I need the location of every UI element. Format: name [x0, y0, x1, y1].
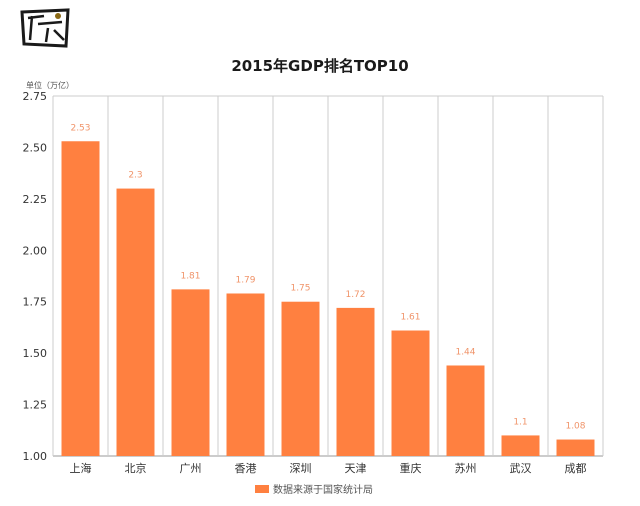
data-label: 1.08	[565, 422, 585, 432]
bar	[226, 293, 265, 456]
logo	[18, 6, 72, 50]
data-label: 2.3	[128, 171, 142, 181]
y-tick-label: 2.75	[23, 90, 48, 103]
x-tick-label: 武汉	[510, 462, 532, 475]
data-label: 1.44	[455, 347, 475, 357]
y-tick-label: 2.00	[23, 244, 48, 257]
chart-title: 2015年GDP排名TOP10	[231, 57, 409, 75]
y-tick-label: 1.50	[23, 347, 48, 360]
data-label: 1.61	[400, 313, 420, 323]
data-label: 1.81	[180, 271, 200, 281]
legend-label: 数据来源于国家统计局	[273, 485, 373, 496]
data-label: 1.1	[513, 417, 527, 427]
bar	[336, 307, 375, 456]
bar	[446, 365, 485, 456]
legend: 数据来源于国家统计局	[255, 481, 373, 496]
y-tick-label: 1.75	[23, 296, 48, 309]
bar	[116, 188, 155, 457]
data-label: 1.75	[290, 284, 310, 294]
x-tick-label: 上海	[70, 461, 92, 475]
y-tick-label: 2.25	[23, 193, 48, 206]
x-tick-label: 成都	[565, 462, 587, 475]
legend-swatch	[255, 484, 269, 493]
bar	[556, 439, 595, 456]
y-tick-label: 1.00	[23, 450, 48, 463]
x-tick-label: 香港	[235, 462, 257, 475]
x-tick-label: 北京	[125, 461, 147, 475]
x-tick-label: 天津	[345, 462, 367, 475]
bar	[61, 141, 100, 456]
x-tick-label: 深圳	[290, 462, 312, 475]
x-tick-label: 广州	[180, 462, 202, 475]
y-axis-unit-label: 单位（万亿）	[26, 81, 74, 90]
bar	[501, 435, 540, 456]
data-label: 2.53	[70, 123, 90, 133]
data-label: 1.72	[345, 290, 365, 300]
bar	[281, 301, 320, 456]
x-tick-label: 重庆	[400, 461, 422, 475]
data-label: 1.79	[235, 275, 255, 285]
bar	[171, 289, 210, 456]
y-tick-label: 2.50	[23, 141, 48, 154]
x-tick-label: 苏州	[455, 462, 477, 475]
y-tick-label: 1.25	[23, 399, 48, 412]
bar	[391, 330, 430, 456]
